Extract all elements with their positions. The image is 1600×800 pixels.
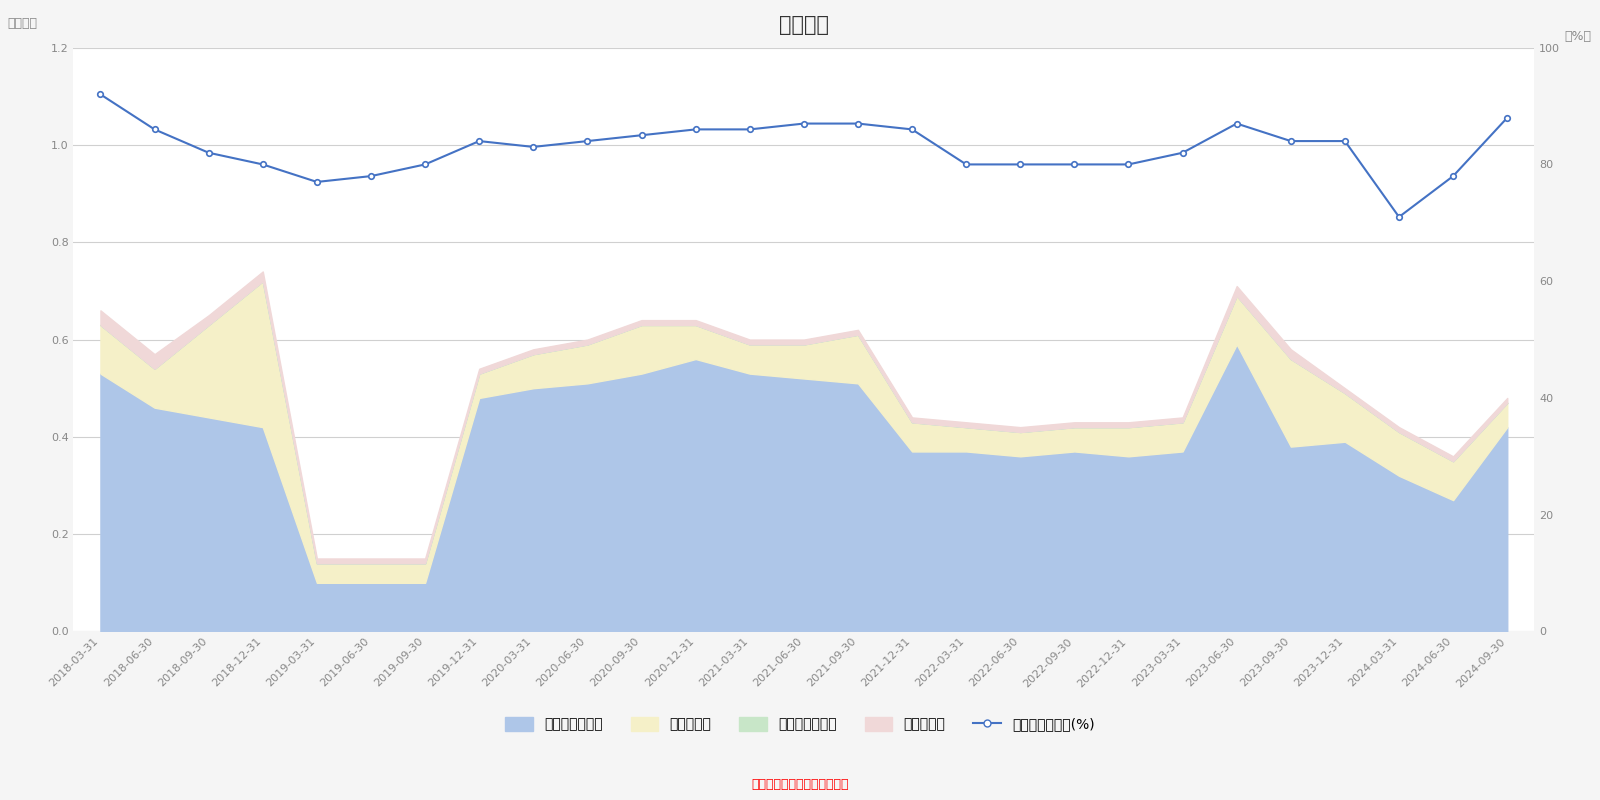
- Text: 制图数据来自恒生聚源数据库: 制图数据来自恒生聚源数据库: [752, 778, 848, 791]
- Y-axis label: （%）: （%）: [1565, 30, 1592, 43]
- Y-axis label: （亿元）: （亿元）: [8, 17, 37, 30]
- Legend: 左轴：股票市值, 左轴：现金, 左轴：债券市值, 左轴：其它, 右轴：持仓比例(%): 左轴：股票市值, 左轴：现金, 左轴：债券市值, 左轴：其它, 右轴：持仓比例(…: [499, 711, 1101, 737]
- Title: 仓位变化: 仓位变化: [779, 15, 829, 35]
